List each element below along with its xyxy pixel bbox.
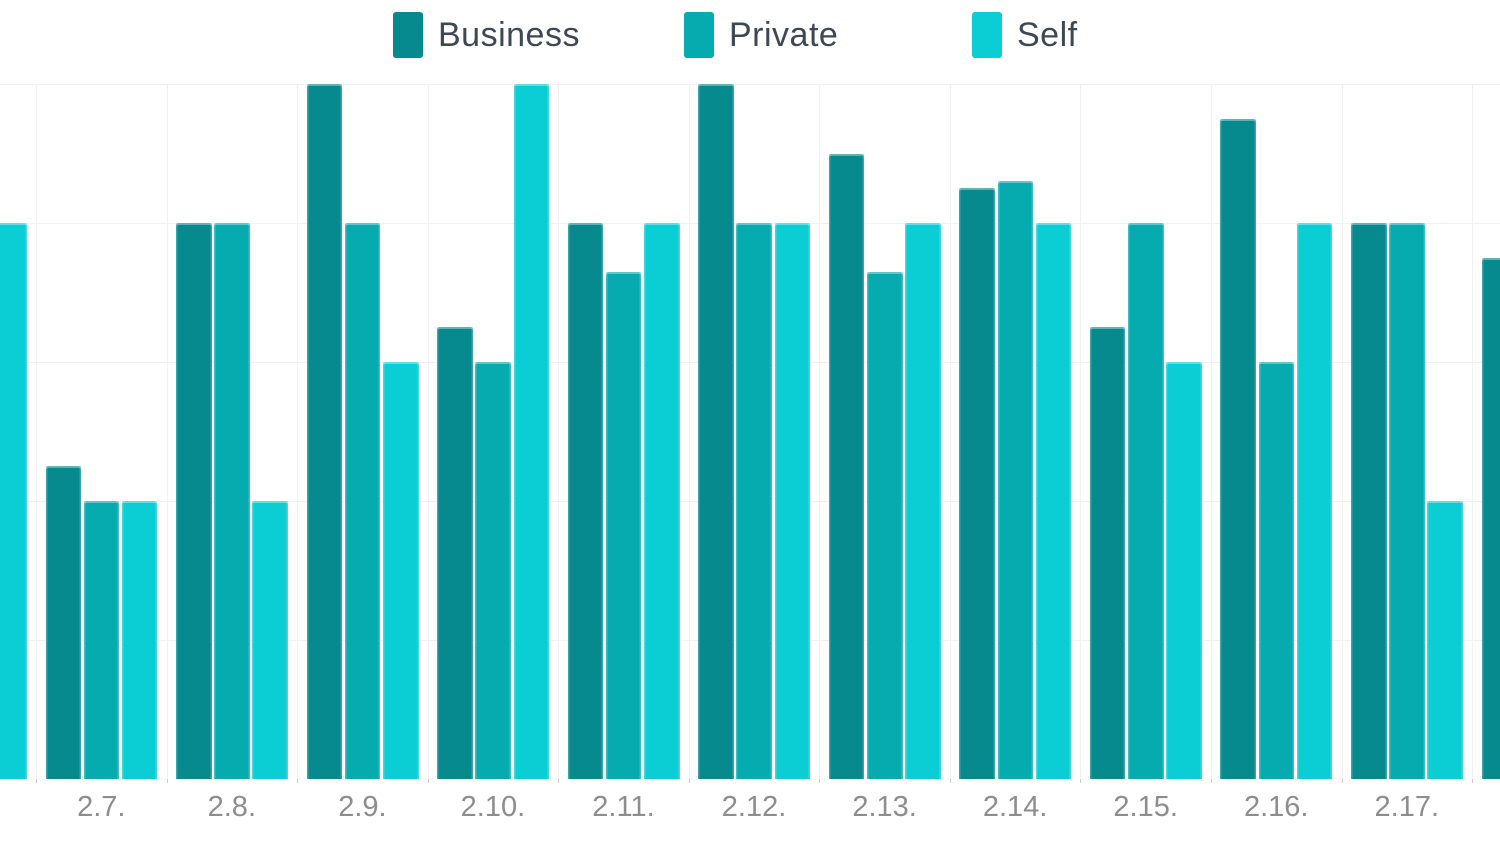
v-gridline [166,84,168,779]
v-gridline [1472,84,1474,779]
legend-item-private[interactable]: Private [684,12,838,58]
x-axis-label-2-8: 2.8. [207,791,256,823]
x-axis-label-2-11: 2.11. [592,791,655,823]
x-axis-tick [166,779,168,783]
bar-private-2-10 [475,362,511,779]
v-gridline [819,84,821,779]
legend-swatch-business [393,12,423,58]
legend-item-business[interactable]: Business [393,12,580,58]
bar-private-2-12 [736,223,773,779]
v-gridline [1341,84,1343,779]
bar-self-2-11 [644,223,680,779]
v-gridline [949,84,951,779]
bar-business-2-14 [959,188,995,779]
bar-private-2-13 [867,271,903,779]
x-axis-tick [427,779,429,783]
bar-self-2-16 [1296,223,1333,779]
v-gridline [297,84,299,779]
bar-self-2-9 [383,362,419,779]
v-gridline [1210,84,1212,779]
x-axis-label-2-10: 2.10. [460,791,526,823]
x-axis-label-2-16: 2.16. [1243,791,1309,823]
x-axis-tick [558,779,560,783]
bar-business-2-12 [698,84,734,779]
bar-private-2-7 [83,501,120,779]
bar-business-2-8 [176,223,212,779]
bar-self-2-10 [513,84,550,779]
bar-self-2-12 [774,223,811,779]
legend-item-self[interactable]: Self [972,12,1078,58]
x-axis-tick [1080,779,1082,783]
x-axis-labels: 2.7. 2.8. 2.9. 2.10. 2.11. 2.12. 2.13. 2.14. 2.1… [0,791,1500,831]
x-axis-label-2-12: 2.12. [721,791,787,823]
legend-label-self: Self [1017,15,1078,54]
bar-business-2-7 [45,466,82,779]
bar-business-2-15 [1089,327,1126,779]
x-axis-tick [949,779,951,783]
v-gridline [427,84,429,779]
v-gridline [36,84,37,779]
bar-private-2-11 [605,271,642,779]
legend-swatch-private [684,12,714,58]
bar-private-2-14 [997,181,1034,779]
legend-label-business: Business [438,15,580,54]
bar-self-2-14 [1035,223,1072,779]
bar-private-2-8 [214,223,250,779]
x-axis-label-2-17: 2.17. [1374,791,1440,823]
bar-self-2-13 [905,223,941,779]
bar-self-2-17 [1427,501,1463,779]
x-axis-label-2-7: 2.7. [77,791,126,823]
bar-business-2-9 [306,84,343,779]
x-axis-tick [688,779,690,783]
plot-area [0,84,1500,779]
bar-business-2-17 [1351,223,1387,779]
h-gridline-100 [0,84,1500,85]
x-axis-label-2-9: 2.9. [338,791,387,823]
v-gridline [558,84,560,779]
bar-business-right-edge-partial [1481,257,1500,779]
x-axis-label-2-14: 2.14. [982,791,1048,823]
v-gridline [688,84,690,779]
bar-business-2-13 [828,153,865,779]
x-axis-tick [1341,779,1343,783]
bar-private-2-9 [344,223,381,779]
legend-swatch-self [972,12,1002,58]
bar-private-2-15 [1128,223,1164,779]
x-axis-tick [1210,779,1212,783]
bar-private-2-16 [1258,362,1295,779]
bar-private-2-17 [1389,223,1425,779]
x-axis-label-2-15: 2.15. [1113,791,1178,823]
x-axis-tick [819,779,821,783]
x-axis-label-2-13: 2.13. [852,791,917,823]
bar-self-left-edge-partial [0,223,27,779]
bar-self-2-15 [1166,362,1202,779]
bar-self-2-8 [252,501,289,779]
x-axis-tick [1472,779,1474,783]
bar-business-2-10 [437,327,473,779]
x-axis-tick [36,779,37,783]
chart-legend: Business Private Self [0,0,1500,72]
v-gridline [1080,84,1082,779]
bar-business-2-11 [567,223,604,779]
bar-self-2-7 [121,501,158,779]
legend-label-private: Private [729,15,839,54]
bar-business-2-16 [1220,118,1257,779]
x-axis-tick [297,779,299,783]
